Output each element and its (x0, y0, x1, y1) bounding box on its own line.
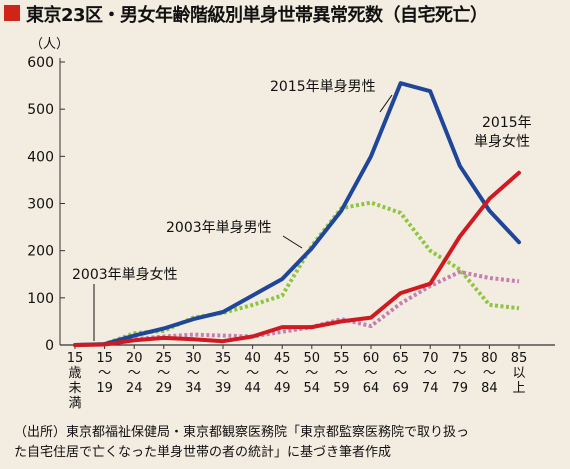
x-tick-label: 以 (512, 366, 525, 381)
source-line-2: た自宅住居で亡くなった単身世帯の者の統計」に基づき筆者作成 (14, 445, 392, 460)
x-tick-label: 未 (68, 381, 81, 396)
x-tick-label: 〜 (453, 366, 466, 381)
leader-2003-male (282, 235, 303, 249)
annotation-2015-female-line2: 単身女性 (474, 133, 530, 150)
x-tick-label: 49 (274, 381, 291, 396)
x-tick-label: 〜 (246, 366, 259, 381)
series-line-2015年単身女性 (73, 170, 521, 347)
x-tick-label: 満 (68, 396, 81, 411)
annotation-2015-male: 2015年単身男性 (270, 79, 376, 95)
x-tick-label: 〜 (276, 366, 289, 381)
x-tick-label: 50 (304, 351, 321, 366)
x-tick-label: 〜 (305, 366, 318, 381)
y-tick-label: 100 (27, 291, 54, 307)
x-tick-label: 15 (96, 351, 113, 366)
x-tick-label: 45 (274, 351, 291, 366)
x-tick-label: 〜 (424, 366, 437, 381)
x-tick-label: 79 (452, 381, 469, 396)
x-tick-label: 59 (333, 381, 350, 396)
x-tick-label: 80 (481, 351, 498, 366)
x-tick-label: 〜 (216, 366, 229, 381)
y-tick-label: 300 (27, 197, 54, 213)
x-tick-label: 〜 (483, 366, 496, 381)
line-chart: （人）010020030040050060015歳未満15〜1920〜2425〜… (27, 37, 555, 411)
y-tick-label: 400 (27, 149, 54, 165)
x-tick-label: 19 (96, 381, 113, 396)
x-tick-label: 〜 (364, 366, 377, 381)
chart-title: 東京23区・男女年齢階級別単身世帯異常死数（自宅死亡） (26, 5, 488, 26)
x-tick-label: 25 (156, 351, 173, 366)
series-lines (73, 81, 521, 347)
x-tick-label: 上 (512, 381, 525, 396)
x-tick-label: 35 (215, 351, 232, 366)
x-tick-label: 〜 (128, 366, 141, 381)
x-tick-label: 39 (215, 381, 232, 396)
x-tick-label: 70 (422, 351, 439, 366)
y-tick-label: 200 (27, 244, 54, 260)
x-tick-label: 44 (244, 381, 261, 396)
series-line-2003年単身女性 (74, 269, 520, 347)
x-tick-label: 64 (363, 381, 380, 396)
y-tick-label: 500 (27, 102, 54, 118)
x-tick-label: 29 (156, 381, 173, 396)
x-tick-label: 歳 (68, 366, 81, 381)
x-tick-label: 55 (333, 351, 350, 366)
x-tick-label: 20 (126, 351, 143, 366)
title-bar: 東京23区・男女年齢階級別単身世帯異常死数（自宅死亡） (0, 0, 570, 28)
annotations: 2015年単身男性 2015年 単身女性 2003年単身男性 2003年単身女性 (72, 79, 532, 341)
series-line-2015年単身男性 (73, 81, 521, 347)
source-line-1: （出所）東京都福祉保健局・東京都観察医務院「東京都監察医務院で取り扱っ (14, 425, 470, 440)
x-tick-label: 34 (185, 381, 202, 396)
axes: （人）010020030040050060015歳未満15〜1920〜2425〜… (27, 37, 555, 411)
x-tick-label: 30 (185, 351, 202, 366)
x-tick-label: 〜 (98, 366, 111, 381)
x-tick-label: 69 (392, 381, 409, 396)
x-tick-label: 65 (392, 351, 409, 366)
x-tick-label: 40 (244, 351, 261, 366)
x-tick-label: 〜 (187, 366, 200, 381)
x-tick-label: 〜 (394, 366, 407, 381)
x-tick-label: 54 (304, 381, 321, 396)
annotation-2003-female: 2003年単身女性 (72, 266, 178, 283)
annotation-2015-female-line1: 2015年 (482, 115, 532, 131)
x-tick-label: 15 (67, 351, 84, 366)
leader-2015-male (379, 94, 393, 113)
x-tick-label: 75 (452, 351, 469, 366)
title-marker (4, 5, 20, 21)
x-tick-label: 24 (126, 381, 143, 396)
y-tick-label: 0 (45, 338, 54, 354)
x-tick-label: 60 (363, 351, 380, 366)
x-tick-label: 〜 (335, 366, 348, 381)
x-tick-label: 85 (511, 351, 528, 366)
y-axis-unit-label: （人） (30, 37, 69, 52)
y-tick-label: 600 (27, 55, 54, 71)
annotation-2003-male: 2003年単身男性 (166, 220, 272, 236)
x-tick-label: 84 (481, 381, 498, 396)
source-note: （出所）東京都福祉保健局・東京都観察医務院「東京都監察医務院で取り扱っ た自宅住… (14, 423, 566, 463)
x-tick-label: 〜 (157, 366, 170, 381)
x-tick-label: 74 (422, 381, 439, 396)
